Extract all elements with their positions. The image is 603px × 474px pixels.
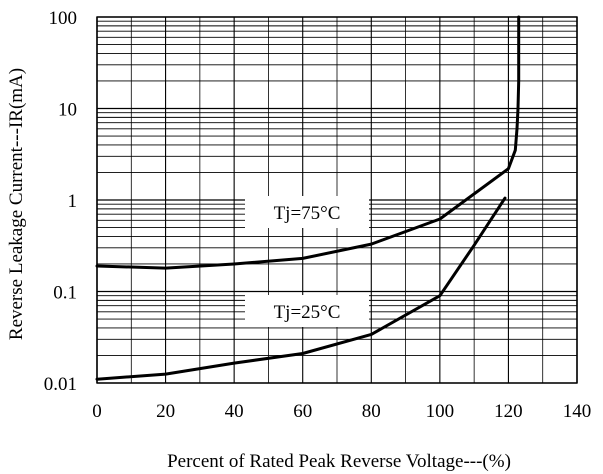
series-label: Tj=75°C	[274, 203, 341, 224]
x-tick-label: 20	[156, 401, 175, 422]
series-labels: Tj=75°C Tj=25°C	[245, 196, 369, 327]
y-tick-label: 100	[49, 8, 78, 29]
series-label: Tj=25°C	[274, 302, 341, 323]
x-tick-label: 140	[563, 401, 592, 422]
y-tick-label: 1	[68, 191, 78, 212]
x-tick-label: 60	[293, 401, 312, 422]
grid	[96, 16, 578, 384]
series-label-background	[245, 196, 369, 228]
y-tick-label: 0.1	[53, 283, 77, 304]
y-tick-label: 0.01	[44, 374, 77, 395]
tick-labels: 0 20 40 60 80 100 120 140 0.01 0.1 1 10 100	[44, 8, 592, 422]
plot-border	[96, 16, 578, 384]
series-line-tj25	[95, 196, 507, 381]
series-label-background	[245, 295, 369, 327]
x-axis-title: Percent of Rated Peak Reverse Voltage---…	[167, 451, 511, 472]
y-tick-label: 10	[58, 100, 77, 121]
x-tick-label: 100	[426, 401, 455, 422]
x-tick-label: 120	[494, 401, 523, 422]
series-lines	[95, 15, 521, 381]
y-axis-title: Reverse Leakage Current---IR(mA)	[6, 68, 27, 340]
series-line-tj75	[95, 15, 521, 270]
x-tick-label: 40	[225, 401, 244, 422]
x-tick-label: 0	[92, 401, 102, 422]
x-tick-label: 80	[362, 401, 381, 422]
